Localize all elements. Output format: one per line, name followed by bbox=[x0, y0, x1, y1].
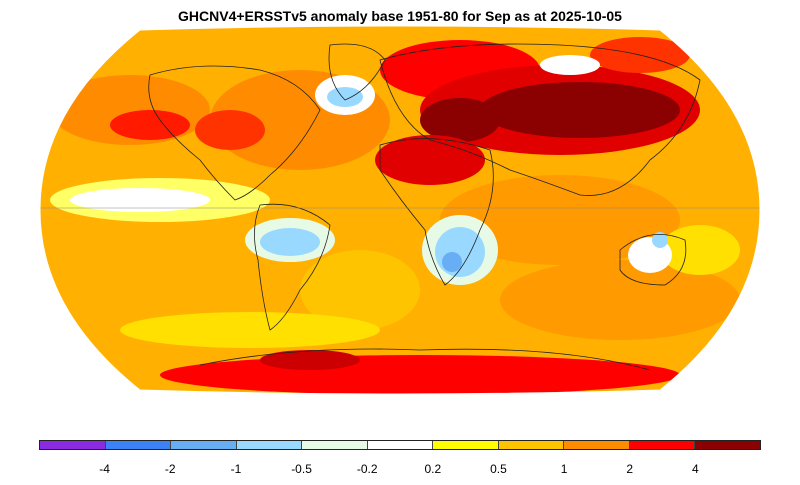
coastline-north-america bbox=[148, 65, 321, 201]
legend-tick-label: 0.5 bbox=[490, 462, 507, 476]
legend-swatch bbox=[40, 441, 106, 449]
legend-tick-label: 2 bbox=[626, 462, 634, 476]
anomaly-patch-south-america-blue bbox=[260, 228, 320, 256]
legend-swatch bbox=[695, 441, 761, 449]
map-title: GHCNV4+ERSSTv5 anomaly base 1951-80 for … bbox=[178, 8, 622, 24]
legend-tick-label: 4 bbox=[692, 462, 699, 476]
legend-ticks: -4 -2 -1 -0.5 -0.2 0.2 0.5 1 2 4 bbox=[39, 462, 761, 478]
anomaly-patch-australia-blue bbox=[652, 232, 668, 248]
legend-swatch bbox=[433, 441, 499, 449]
anomaly-patch-tasman bbox=[660, 225, 740, 275]
anomaly-patch-east-pacific-white bbox=[70, 188, 210, 212]
anomaly-patch-north-atlantic-blue bbox=[327, 87, 363, 107]
legend-swatch bbox=[367, 441, 434, 449]
anomaly-patch-southern-ocean-yellow bbox=[120, 312, 380, 348]
coastline-greenland bbox=[328, 43, 386, 101]
map-outline bbox=[39, 25, 761, 395]
anomaly-patch-north-america-red bbox=[195, 110, 265, 150]
legend-tick-label: -0.5 bbox=[291, 462, 312, 476]
anomaly-patch-southern-africa-deep bbox=[442, 252, 462, 272]
coastline-eurasia bbox=[379, 43, 701, 196]
legend-swatch bbox=[236, 441, 303, 449]
legend-swatch bbox=[564, 441, 630, 449]
anomaly-patch-south-atlantic bbox=[300, 250, 420, 330]
anomaly-patch-asia-dark bbox=[480, 82, 680, 138]
coastlines bbox=[148, 43, 701, 371]
legend-tick-label: -1 bbox=[230, 462, 242, 476]
coastline-south-america bbox=[254, 203, 331, 331]
legend-tick-label: -2 bbox=[164, 462, 176, 476]
color-legend bbox=[39, 440, 761, 450]
anomaly-patch-siberia-dark bbox=[420, 98, 500, 142]
coastline-australia bbox=[619, 234, 687, 286]
anomaly-patch-alaska-red bbox=[110, 110, 190, 140]
legend-tick-label: -0.2 bbox=[356, 462, 378, 476]
legend-tick-label: -4 bbox=[99, 462, 110, 476]
legend-swatch bbox=[105, 441, 172, 449]
anomaly-patch-antarctic-red bbox=[160, 355, 680, 394]
legend-tick-label: 1 bbox=[560, 462, 568, 476]
legend-tick-label: 0.2 bbox=[424, 462, 442, 476]
anomaly-patch-arctic-cool bbox=[540, 55, 600, 75]
legend-swatch bbox=[498, 441, 565, 449]
anomaly-patch-south-pacific bbox=[500, 260, 740, 340]
anomaly-patch-antarctic-dark bbox=[260, 350, 360, 370]
coastline-antarctica bbox=[199, 348, 651, 371]
coastline-africa bbox=[379, 138, 494, 286]
legend-swatch bbox=[629, 441, 696, 449]
anomaly-patch-indian bbox=[440, 175, 680, 265]
legend-swatch bbox=[171, 441, 237, 449]
legend-swatch bbox=[302, 441, 368, 449]
anomaly-patch-north-africa bbox=[375, 135, 485, 185]
